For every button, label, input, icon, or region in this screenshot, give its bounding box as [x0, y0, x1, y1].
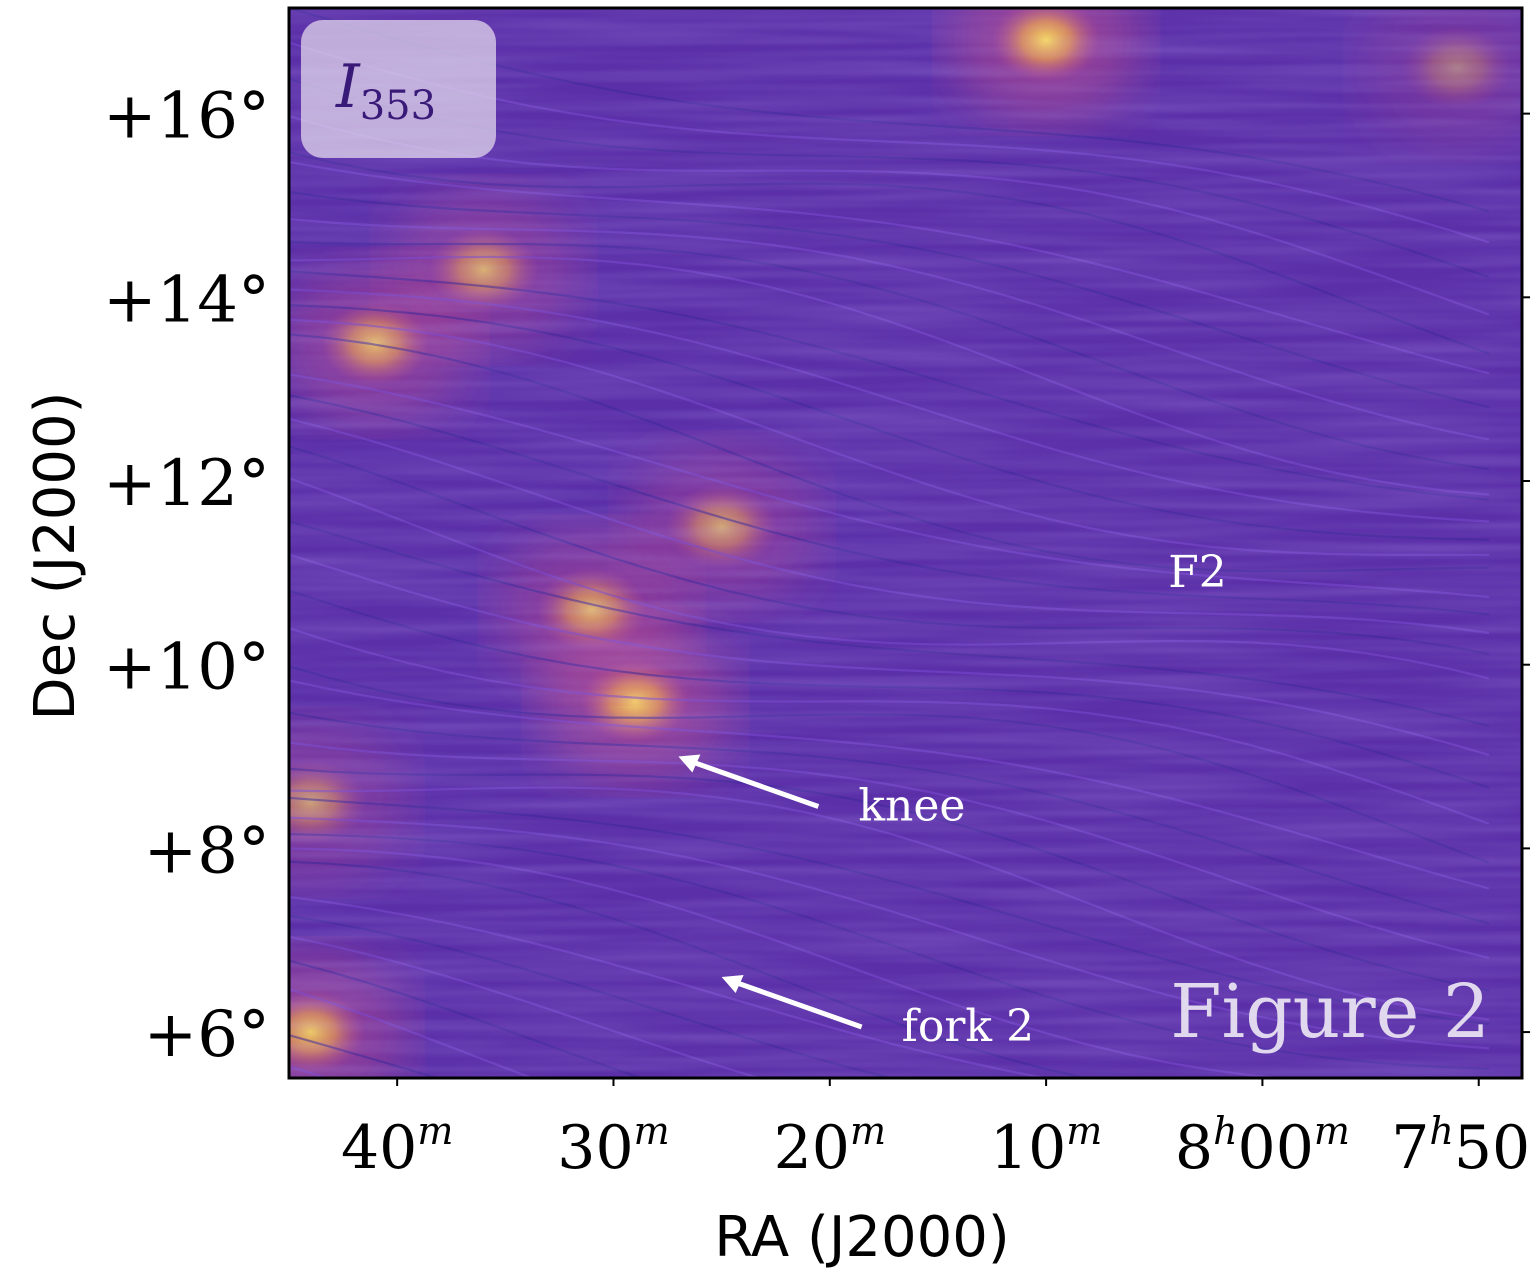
x-tick-label: 7h50m — [1391, 1109, 1530, 1183]
plot-area — [289, 8, 1522, 1078]
y-axis-label: Dec (J2000) — [23, 392, 88, 721]
panel-label-subscript: 353 — [360, 83, 436, 129]
streak-texture — [289, 8, 1522, 1078]
annotation-label: knee — [858, 781, 965, 832]
x-tick-label: 30m — [557, 1109, 669, 1183]
annotation-arrow-shaft — [730, 978, 863, 1030]
panel-label-box: I353 — [301, 20, 496, 158]
y-tick-label: +10° — [103, 631, 270, 705]
y-tick-label: +6° — [144, 998, 270, 1072]
y-tick-label: +8° — [144, 814, 270, 888]
panel-label-background — [301, 20, 496, 158]
y-axis: +16° +14° +12° +10° +8° +6° — [103, 80, 1530, 1072]
annotation-arrow-shaft — [687, 758, 820, 809]
x-tick-label: 10m — [990, 1109, 1102, 1183]
x-axis: 40m 30m 20m 10m 8h00m 7h50m — [341, 1078, 1530, 1183]
x-axis-label: RA (J2000) — [714, 1205, 1009, 1270]
annotation-arrow-head — [721, 974, 744, 993]
y-tick-label: +14° — [103, 263, 270, 337]
annotations: knee fork 2 F2 — [678, 547, 1227, 1052]
x-tick-label: 8h00m — [1175, 1109, 1350, 1183]
figure-watermark: Figure 2 — [1170, 969, 1490, 1055]
annotation-label: fork 2 — [902, 1001, 1034, 1052]
y-tick-label: +12° — [103, 447, 270, 521]
annotation-label: F2 — [1168, 547, 1227, 598]
panel-label: I353 — [335, 52, 436, 129]
panel-label-symbol: I — [335, 52, 361, 122]
x-tick-label: 40m — [341, 1109, 453, 1183]
annotation-arrow-head — [678, 754, 701, 773]
x-tick-label: 20m — [774, 1109, 886, 1183]
plot-frame — [287, 6, 1524, 1080]
y-tick-label: +16° — [103, 80, 270, 154]
